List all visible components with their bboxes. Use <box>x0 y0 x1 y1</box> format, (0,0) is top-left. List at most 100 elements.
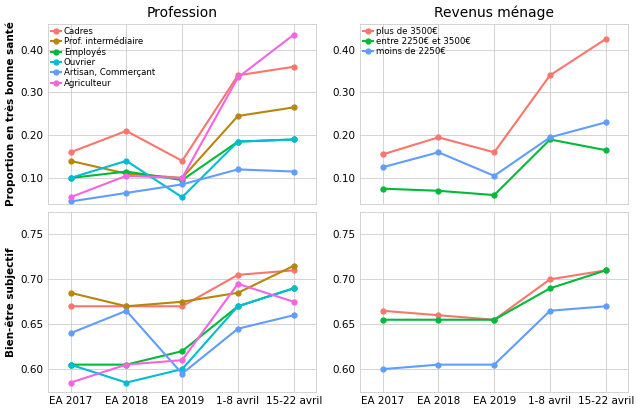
Prof. intermédiaire <box>67 158 75 163</box>
Artisan, Commerçant <box>67 331 75 336</box>
entre 2250€ et 3500€ <box>435 317 442 322</box>
Ouvrier <box>234 304 242 309</box>
Cadres <box>67 150 75 155</box>
plus de 3500€ <box>379 152 386 157</box>
Line: moins de 2250€: moins de 2250€ <box>380 120 608 178</box>
moins de 2250€ <box>379 367 386 372</box>
Title: Revenus ménage: Revenus ménage <box>434 5 554 20</box>
Artisan, Commerçant <box>234 326 242 331</box>
Artisan, Commerçant <box>178 371 186 376</box>
Ouvrier <box>122 158 130 163</box>
plus de 3500€ <box>435 313 442 318</box>
Prof. intermédiaire <box>290 263 298 268</box>
Agriculteur <box>67 195 75 200</box>
Cadres <box>234 272 242 277</box>
Employés <box>178 349 186 353</box>
Artisan, Commerçant <box>122 190 130 195</box>
Cadres <box>122 304 130 309</box>
entre 2250€ et 3500€ <box>602 268 610 273</box>
Y-axis label: Bien-être subjectif: Bien-être subjectif <box>6 247 16 356</box>
Legend: Cadres, Prof. intermédiaire, Employés, Ouvrier, Artisan, Commerçant, Agriculteur: Cadres, Prof. intermédiaire, Employés, O… <box>51 27 155 87</box>
Agriculteur <box>234 75 242 80</box>
plus de 3500€ <box>491 317 498 322</box>
Prof. intermédiaire <box>122 171 130 176</box>
entre 2250€ et 3500€ <box>435 188 442 193</box>
Ouvrier <box>290 286 298 291</box>
Ouvrier <box>67 362 75 367</box>
Ouvrier <box>178 367 186 372</box>
plus de 3500€ <box>602 268 610 273</box>
Y-axis label: Proportion en très bonne santé: Proportion en très bonne santé <box>6 21 16 206</box>
Prof. intermédiaire <box>122 304 130 309</box>
Prof. intermédiaire <box>234 290 242 295</box>
Ouvrier <box>178 195 186 200</box>
Line: plus de 3500€: plus de 3500€ <box>380 37 608 157</box>
Agriculteur <box>290 299 298 304</box>
moins de 2250€ <box>435 362 442 367</box>
Cadres <box>67 304 75 309</box>
Cadres <box>178 304 186 309</box>
moins de 2250€ <box>546 308 554 313</box>
Prof. intermédiaire <box>178 299 186 304</box>
Artisan, Commerçant <box>67 199 75 204</box>
Line: entre 2250€ et 3500€: entre 2250€ et 3500€ <box>380 268 608 322</box>
Cadres <box>178 158 186 163</box>
entre 2250€ et 3500€ <box>379 186 386 191</box>
Agriculteur <box>178 176 186 180</box>
moins de 2250€ <box>602 120 610 125</box>
Line: Agriculteur: Agriculteur <box>68 32 296 200</box>
entre 2250€ et 3500€ <box>491 317 498 322</box>
plus de 3500€ <box>602 37 610 42</box>
entre 2250€ et 3500€ <box>602 147 610 152</box>
Employés <box>234 139 242 144</box>
plus de 3500€ <box>546 73 554 78</box>
Agriculteur <box>178 358 186 363</box>
moins de 2250€ <box>491 362 498 367</box>
Line: Cadres: Cadres <box>68 268 296 309</box>
plus de 3500€ <box>546 277 554 282</box>
entre 2250€ et 3500€ <box>546 137 554 142</box>
Employés <box>290 286 298 291</box>
Line: plus de 3500€: plus de 3500€ <box>380 268 608 322</box>
moins de 2250€ <box>379 165 386 170</box>
Employés <box>67 362 75 367</box>
Ouvrier <box>234 139 242 144</box>
Line: Prof. intermédiaire: Prof. intermédiaire <box>68 105 296 180</box>
moins de 2250€ <box>491 173 498 178</box>
Employés <box>290 137 298 142</box>
Employés <box>67 176 75 180</box>
moins de 2250€ <box>602 304 610 309</box>
Line: Artisan, Commerçant: Artisan, Commerçant <box>68 308 296 376</box>
Prof. intermédiaire <box>178 176 186 180</box>
Cadres <box>234 73 242 78</box>
Agriculteur <box>290 32 298 37</box>
Cadres <box>290 268 298 273</box>
Prof. intermédiaire <box>234 113 242 118</box>
Prof. intermédiaire <box>290 105 298 110</box>
Line: Artisan, Commerçant: Artisan, Commerçant <box>68 167 296 204</box>
plus de 3500€ <box>435 135 442 140</box>
Artisan, Commerçant <box>122 308 130 313</box>
Employés <box>122 362 130 367</box>
Employés <box>234 304 242 309</box>
Line: Cadres: Cadres <box>68 64 296 163</box>
Ouvrier <box>122 380 130 385</box>
Employés <box>178 178 186 183</box>
Line: Employés: Employés <box>68 286 296 367</box>
Ouvrier <box>290 137 298 142</box>
Artisan, Commerçant <box>178 182 186 187</box>
Ouvrier <box>67 176 75 180</box>
Cadres <box>122 129 130 133</box>
Cadres <box>290 64 298 69</box>
Artisan, Commerçant <box>234 167 242 172</box>
Line: Prof. intermédiaire: Prof. intermédiaire <box>68 263 296 309</box>
entre 2250€ et 3500€ <box>491 192 498 197</box>
Line: Ouvrier: Ouvrier <box>68 286 296 385</box>
Prof. intermédiaire <box>67 290 75 295</box>
entre 2250€ et 3500€ <box>546 286 554 291</box>
Agriculteur <box>234 281 242 286</box>
moins de 2250€ <box>435 150 442 155</box>
Line: Employés: Employés <box>68 137 296 183</box>
Line: moins de 2250€: moins de 2250€ <box>380 304 608 372</box>
Employés <box>122 169 130 174</box>
